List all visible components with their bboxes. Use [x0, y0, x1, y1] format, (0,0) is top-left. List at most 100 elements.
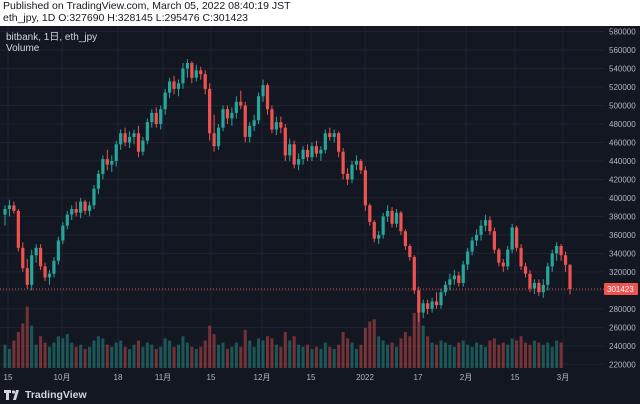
volume-bar	[306, 344, 310, 368]
x-tick-label: 15	[307, 373, 316, 382]
candle-body	[461, 264, 465, 283]
volume-bar	[132, 344, 136, 368]
tradingview-logo-text: TradingView	[25, 389, 87, 401]
tradingview-logo[interactable]: TradingView	[4, 388, 87, 402]
volume-bar	[172, 346, 176, 368]
candle-body	[87, 205, 92, 211]
volume-bar	[105, 344, 109, 368]
candle-body	[208, 88, 212, 134]
volume-bar	[497, 344, 501, 368]
candle-body	[216, 127, 221, 147]
candle-body	[16, 210, 20, 248]
volume-bar	[310, 348, 314, 368]
volume-bar	[243, 329, 247, 368]
volume-bar	[417, 302, 421, 368]
volume-bar	[110, 346, 114, 368]
volume-bar	[319, 348, 323, 368]
volume-bar	[421, 325, 425, 368]
candle-body	[515, 227, 519, 248]
volume-bar	[114, 342, 118, 368]
volume-bar	[346, 338, 350, 368]
volume-bar	[515, 340, 519, 368]
volume-bar	[70, 342, 74, 368]
volume-bar	[550, 346, 554, 368]
x-tick-label: 15	[4, 373, 13, 382]
volume-bar	[92, 340, 96, 368]
volume-bar	[96, 336, 100, 368]
candle-body	[323, 133, 327, 150]
volume-bar	[181, 336, 185, 368]
volume-bar	[163, 338, 167, 368]
candle-body	[301, 149, 305, 160]
y-tick-label: 520000	[609, 83, 636, 92]
candle-body	[256, 96, 261, 121]
y-tick-label: 500000	[609, 101, 636, 110]
volume-bar	[208, 325, 212, 368]
candle-body	[92, 188, 96, 206]
x-tick-label: 10月	[54, 373, 71, 382]
publish-header: Published on TradingView.com, March 05, …	[0, 0, 640, 26]
volume-bar	[435, 344, 439, 368]
candle-body	[417, 290, 421, 313]
volume-bar	[350, 342, 354, 368]
volume-bar	[270, 338, 274, 368]
chart-area[interactable]: 15 10月 18 11月 15 12月 15 2022 17 2月 15 3月 220000 24000…	[0, 26, 640, 386]
volume-bar	[159, 346, 163, 368]
candle-body	[279, 122, 283, 128]
candle-body	[385, 210, 390, 217]
volume-bar	[123, 346, 127, 368]
volume-bar	[381, 340, 385, 368]
candle-body	[550, 253, 554, 267]
candle-body	[563, 255, 568, 265]
x-tick-label: 3月	[557, 373, 569, 382]
candle-body	[83, 201, 87, 211]
candle-body	[390, 210, 394, 224]
candle-body	[439, 292, 443, 306]
volume-bar	[408, 336, 412, 368]
y-tick-label: 220000	[609, 360, 636, 369]
candle-body	[252, 120, 256, 126]
candle-body	[136, 133, 141, 152]
candle-body	[123, 133, 127, 143]
x-tick-label: 17	[414, 373, 423, 382]
candle-body	[127, 136, 132, 143]
candle-body	[452, 275, 456, 280]
x-tick-label: 15	[511, 373, 520, 382]
y-tick-label: 320000	[609, 268, 636, 277]
volume-bar	[555, 340, 559, 368]
candle-body	[43, 266, 47, 278]
candle-body	[372, 221, 376, 239]
candle-body	[466, 251, 470, 265]
candle-body	[497, 249, 501, 263]
candle-body	[328, 133, 332, 137]
candle-body	[359, 160, 363, 171]
candle-body	[234, 101, 238, 113]
candle-body	[523, 266, 528, 274]
candle-body	[172, 81, 176, 89]
volume-bar	[234, 342, 238, 368]
last-price-tag	[604, 283, 638, 296]
candle-body	[96, 173, 101, 189]
candle-body	[532, 282, 537, 289]
volume-bar	[203, 340, 207, 368]
volume-bar	[359, 344, 363, 368]
volume-bar	[443, 342, 447, 368]
y-tick-label: 440000	[609, 157, 636, 166]
volume-bar	[279, 346, 283, 368]
candle-body	[101, 159, 105, 174]
candle-body	[56, 240, 60, 261]
candle-body	[52, 260, 56, 274]
volume-bar	[314, 346, 318, 368]
volume-bar	[43, 342, 47, 368]
candlestick-chart[interactable]: 15 10月 18 11月 15 12月 15 2022 17 2月 15 3月 220000 24000…	[0, 26, 640, 386]
candle-body	[474, 234, 479, 241]
candle-body	[337, 133, 341, 152]
candle-body	[243, 105, 247, 137]
volume-bar	[65, 334, 69, 368]
volume-bar	[510, 338, 514, 368]
candle-body	[519, 247, 523, 267]
volume-bar	[368, 321, 372, 368]
volume-bar	[430, 342, 434, 368]
candle-body	[368, 205, 372, 222]
candle-body	[270, 109, 274, 130]
